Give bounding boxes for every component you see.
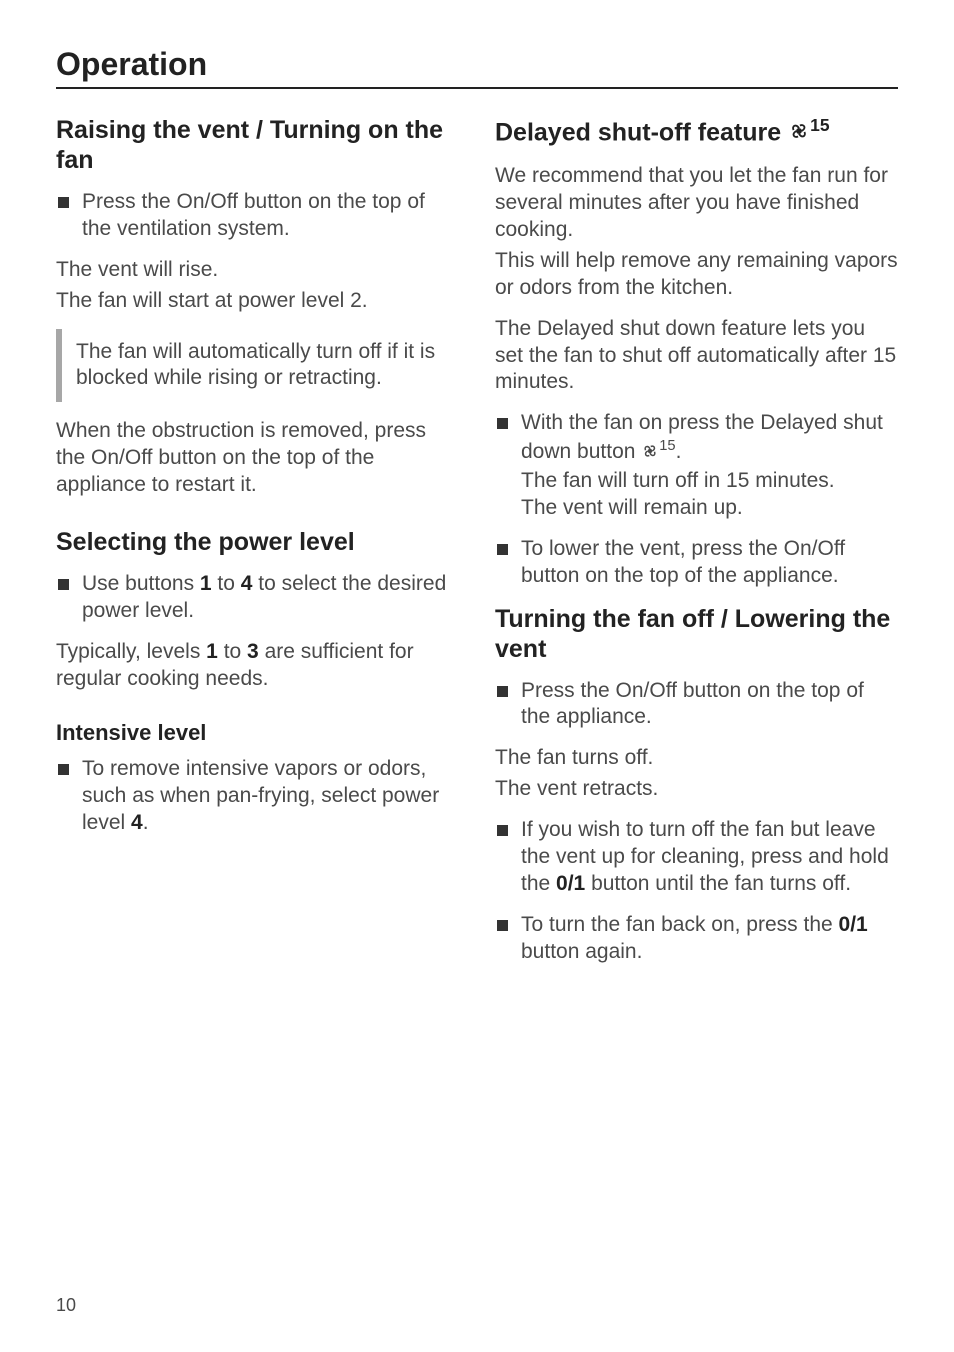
heading-selecting-power: Selecting the power level — [56, 527, 459, 557]
page: Operation Raising the vent / Turning on … — [0, 0, 954, 1352]
note-box: The fan will automatically turn off if i… — [56, 329, 459, 403]
heading-text: Delayed shut-off feature — [495, 118, 788, 146]
body-text: The Delayed shut down feature lets you s… — [495, 316, 898, 397]
bold-number: 3 — [247, 640, 259, 663]
section-title: Operation — [56, 46, 898, 83]
bullet-text-part: With the fan on press the Delayed shut d… — [521, 411, 883, 463]
body-text: The vent will rise. — [56, 257, 459, 284]
list-item: Press the On/Off button on the top of th… — [495, 678, 898, 732]
page-number: 10 — [56, 1295, 76, 1316]
bold-label: 0/1 — [839, 913, 868, 936]
fan-icon — [641, 441, 659, 468]
list-item: With the fan on press the Delayed shut d… — [495, 410, 898, 522]
bullet-text: To lower the vent, press the On/Off butt… — [521, 537, 845, 587]
bullet-list: To remove intensive vapors or odors, suc… — [56, 756, 459, 837]
bullet-text: Press the On/Off button on the top of th… — [82, 190, 425, 240]
list-item: Use buttons 1 to 4 to select the desired… — [56, 571, 459, 625]
content-columns: Raising the vent / Turning on the fan Pr… — [56, 115, 898, 979]
bullet-text-part: to — [212, 572, 241, 595]
bullet-text-line: The fan will turn off in 15 minutes. — [521, 469, 835, 492]
bullet-text-part: To turn the fan back on, press the — [521, 913, 839, 936]
bullet-text-part: . — [676, 440, 682, 463]
list-item: To remove intensive vapors or odors, suc… — [56, 756, 459, 837]
bullet-text-part: Use buttons — [82, 572, 200, 595]
body-text: Typically, levels 1 to 3 are sufficient … — [56, 639, 459, 693]
bullet-list: Press the On/Off button on the top of th… — [495, 678, 898, 732]
body-text: The vent retracts. — [495, 776, 898, 803]
text-sup: 15 — [659, 438, 675, 454]
bold-number: 1 — [200, 572, 212, 595]
bullet-text: Press the On/Off button on the top of th… — [521, 679, 864, 729]
list-item: Press the On/Off button on the top of th… — [56, 189, 459, 243]
bullet-list: Use buttons 1 to 4 to select the desired… — [56, 571, 459, 625]
heading-delayed-shutoff: Delayed shut-off feature 15 — [495, 115, 898, 149]
list-item: To turn the fan back on, press the 0/1 b… — [495, 912, 898, 966]
body-text: This will help remove any remaining vapo… — [495, 248, 898, 302]
bold-number: 4 — [241, 572, 253, 595]
bold-number: 1 — [206, 640, 218, 663]
heading-intensive: Intensive level — [56, 720, 459, 746]
section-rule — [56, 87, 898, 89]
text-part: to — [218, 640, 247, 663]
left-column: Raising the vent / Turning on the fan Pr… — [56, 115, 459, 979]
list-item: To lower the vent, press the On/Off butt… — [495, 536, 898, 590]
bullet-list: With the fan on press the Delayed shut d… — [495, 410, 898, 589]
note-text: The fan will automatically turn off if i… — [76, 339, 447, 393]
body-text: The fan turns off. — [495, 745, 898, 772]
heading-raising-vent: Raising the vent / Turning on the fan — [56, 115, 459, 175]
bullet-text-part: button until the fan turns off. — [585, 872, 851, 895]
heading-sup: 15 — [810, 115, 829, 135]
bullet-text-part: button again. — [521, 940, 642, 963]
bullet-list: If you wish to turn off the fan but leav… — [495, 817, 898, 965]
body-text: We recommend that you let the fan run fo… — [495, 163, 898, 244]
bullet-text-part: . — [143, 811, 149, 834]
bold-number: 4 — [131, 811, 143, 834]
heading-turning-off: Turning the fan off / Lowering the vent — [495, 604, 898, 664]
body-text: When the obstruction is removed, press t… — [56, 418, 459, 499]
bold-label: 0/1 — [556, 872, 585, 895]
text-part: Typically, levels — [56, 640, 206, 663]
bullet-text-line: The vent will remain up. — [521, 496, 743, 519]
right-column: Delayed shut-off feature 15 We recommend… — [495, 115, 898, 979]
body-text: The fan will start at power level 2. — [56, 288, 459, 315]
fan-icon — [788, 119, 810, 149]
list-item: If you wish to turn off the fan but leav… — [495, 817, 898, 898]
bullet-list: Press the On/Off button on the top of th… — [56, 189, 459, 243]
